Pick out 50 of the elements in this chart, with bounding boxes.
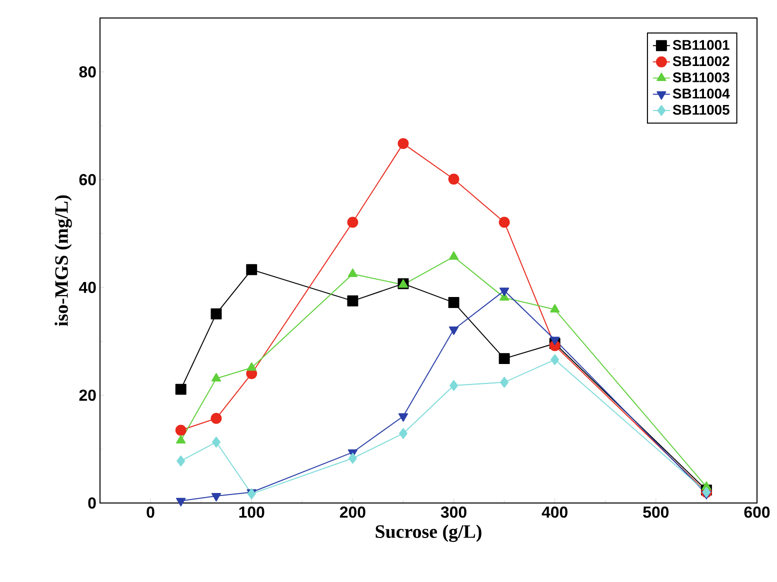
y-tick-label: 60	[79, 174, 96, 186]
point	[348, 452, 357, 464]
point	[448, 297, 460, 308]
y-tick-label: 0	[88, 497, 96, 509]
legend-label: SB11002	[672, 56, 730, 66]
point	[500, 376, 509, 388]
x-axis-title: Sucrose (g/L)	[376, 524, 482, 542]
point	[448, 174, 460, 185]
x-tick-label: 0	[146, 506, 154, 518]
point	[398, 413, 408, 422]
y-tick-label: 40	[78, 282, 96, 294]
legend-label: SB11001	[672, 40, 730, 50]
point	[398, 428, 408, 439]
x-tick-label: 400	[542, 506, 568, 518]
point	[211, 493, 222, 502]
point	[550, 304, 560, 313]
point	[550, 354, 560, 366]
point	[210, 412, 222, 424]
point	[499, 288, 510, 296]
point	[210, 308, 222, 320]
point	[398, 138, 409, 150]
point	[550, 336, 560, 346]
y-tick-label: 20	[79, 390, 96, 401]
x-tick-label: 200	[340, 506, 366, 518]
legend-label: SB11004	[672, 88, 730, 99]
x-tick-label: 300	[440, 506, 466, 518]
point	[176, 435, 186, 444]
point	[498, 216, 510, 228]
x-tick-label: 500	[643, 506, 669, 518]
legend-label: SB11005	[672, 104, 730, 115]
point	[348, 268, 358, 277]
point	[448, 251, 459, 260]
point	[212, 436, 220, 448]
x-tick-label: 600	[744, 506, 770, 518]
y-axis-title: iso-MGS (mg/L)	[54, 195, 72, 326]
point	[448, 326, 459, 335]
point	[176, 498, 186, 506]
point	[347, 216, 358, 228]
legend-label: SB11003	[672, 72, 730, 82]
point	[211, 373, 222, 382]
point	[175, 424, 186, 436]
y-tick-label: 80	[79, 66, 96, 78]
point	[176, 455, 186, 466]
point	[175, 384, 186, 395]
point	[246, 362, 256, 371]
point	[450, 380, 458, 392]
x-tick-label: 100	[239, 506, 264, 518]
point	[498, 353, 510, 364]
point	[347, 295, 358, 306]
point	[246, 264, 258, 276]
